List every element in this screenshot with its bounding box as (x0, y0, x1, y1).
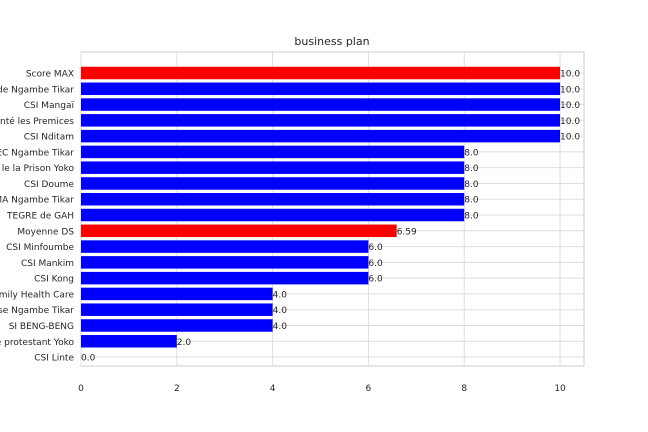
category-label: CSI Linte (34, 354, 74, 364)
bar (81, 287, 273, 301)
x-tick-label: 2 (174, 384, 180, 394)
category-label: EC Ngambe Tikar (0, 148, 74, 158)
bar (81, 271, 369, 285)
category-label: de Ngambe Tikar (0, 85, 74, 95)
value-label: 8.0 (464, 148, 479, 158)
value-label: 8.0 (464, 212, 479, 222)
x-tick-label: 6 (366, 384, 372, 394)
value-label: 4.0 (273, 290, 288, 300)
value-label: 8.0 (464, 164, 479, 174)
x-tick-labels: 0 2 4 6 8 10 (78, 384, 566, 394)
bar (81, 208, 465, 222)
category-label: Score MAX (26, 70, 74, 80)
category-label: CSI Nditam (24, 133, 74, 143)
bar (81, 66, 561, 80)
category-label: e protestant Yoko (0, 338, 74, 348)
value-label: 8.0 (464, 180, 479, 190)
bar (81, 98, 561, 111)
value-label: 6.0 (368, 243, 383, 253)
value-label: 6.59 (397, 227, 417, 237)
category-label: le la Prison Yoko (2, 164, 75, 174)
chart-title: business plan (294, 35, 369, 48)
x-tick-label: 8 (461, 384, 467, 394)
value-label: 10.0 (560, 117, 580, 127)
category-label: CSI Minfoumbe (6, 243, 74, 253)
bar (81, 114, 561, 127)
value-label: 10.0 (560, 70, 580, 80)
bar (81, 145, 465, 159)
value-label: 0.0 (81, 354, 96, 364)
bar (81, 319, 273, 332)
bar (81, 192, 465, 206)
bar (81, 335, 177, 348)
bar (81, 256, 369, 269)
category-labels: Score MAX de Ngambe Tikar CSI Mangaï nté le… (0, 70, 74, 364)
category-label: MA Ngambe Tikar (0, 196, 74, 206)
category-label: se Ngambe Tikar (0, 306, 74, 316)
value-label: 6.0 (368, 275, 383, 285)
value-label: 4.0 (273, 322, 288, 332)
category-label: CSI Kong (34, 275, 74, 285)
bar (81, 161, 465, 174)
category-label: mily Health Care (0, 290, 74, 300)
category-label: TEGRE de GAH (6, 212, 74, 222)
value-label: 2.0 (177, 338, 192, 348)
category-label: CSI Doume (24, 180, 74, 190)
x-tick-label: 0 (78, 384, 84, 394)
bar (81, 224, 397, 238)
bar (81, 177, 465, 190)
value-label: 10.0 (560, 101, 580, 111)
category-label: CSI Mangaï (24, 101, 75, 111)
value-labels: 10.0 10.0 10.0 10.0 10.0 8.0 8.0 8.0 8.0 8.0 6.59 6… (81, 70, 580, 364)
category-label: CSI Mankim (21, 259, 74, 269)
x-tick-label: 4 (270, 384, 276, 394)
category-label: Moyenne DS (17, 227, 74, 237)
bars (81, 66, 561, 348)
bar (81, 82, 561, 96)
value-label: 8.0 (464, 196, 479, 206)
bar (81, 303, 273, 316)
category-label: nté les Premices (0, 116, 74, 127)
value-label: 6.0 (368, 259, 383, 269)
value-label: 10.0 (560, 133, 580, 143)
x-tick-label: 10 (554, 384, 566, 394)
bar (81, 129, 561, 143)
value-label: 4.0 (273, 306, 288, 316)
bar (81, 240, 369, 253)
category-label: SI BENG-BENG (9, 322, 74, 332)
value-label: 10.0 (560, 85, 580, 95)
